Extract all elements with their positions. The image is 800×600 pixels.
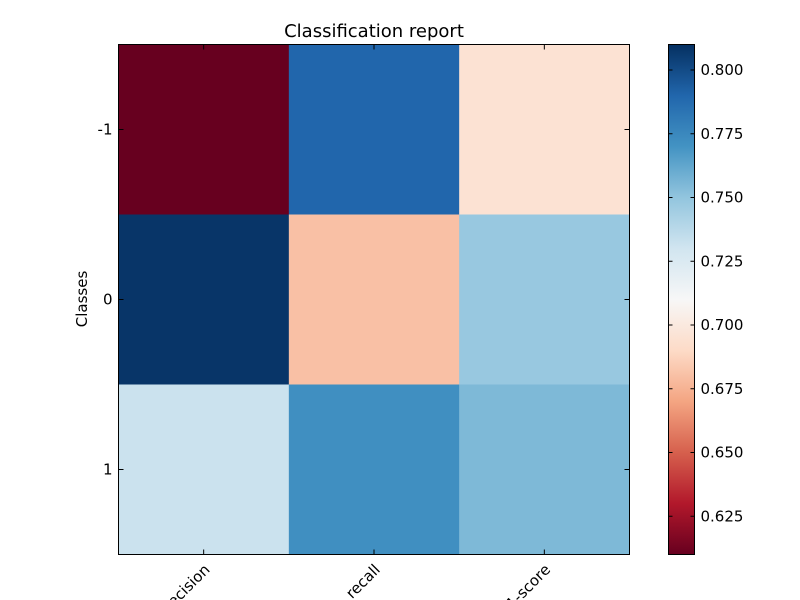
- colorbar-tick-label: 0.675: [701, 380, 744, 398]
- colorbar-tick-label: 0.750: [701, 189, 744, 207]
- heatmap-cell: [459, 384, 630, 555]
- y-tick-label: -1: [98, 121, 113, 139]
- heatmap-cell: [118, 214, 290, 385]
- colorbar-tick-label: 0.800: [701, 61, 744, 79]
- heatmap-cell: [288, 214, 460, 385]
- y-tick-label: 1: [103, 461, 113, 479]
- heatmap-cell: [118, 44, 290, 215]
- heatmap-cell: [459, 44, 630, 215]
- colorbar-tick-label: 0.775: [701, 125, 744, 143]
- colorbar: [668, 44, 695, 555]
- chart-title: Classification report: [284, 21, 464, 42]
- y-tick-label: 0: [103, 291, 113, 309]
- heatmap-cell: [459, 214, 630, 385]
- heatmap-cell: [288, 384, 460, 555]
- y-axis-label: Classes: [73, 271, 91, 328]
- colorbar-tick-label: 0.625: [701, 507, 744, 525]
- heatmap-cell: [288, 44, 460, 215]
- x-tick-label: f1-score: [499, 561, 555, 600]
- colorbar-tick-label: 0.700: [701, 316, 744, 334]
- x-tick-label: precision: [153, 561, 214, 600]
- colorbar-tick-label: 0.725: [701, 252, 744, 270]
- x-tick-label: recall: [342, 561, 384, 600]
- colorbar-tick-label: 0.650: [701, 444, 744, 462]
- heatmap-cell: [118, 384, 290, 555]
